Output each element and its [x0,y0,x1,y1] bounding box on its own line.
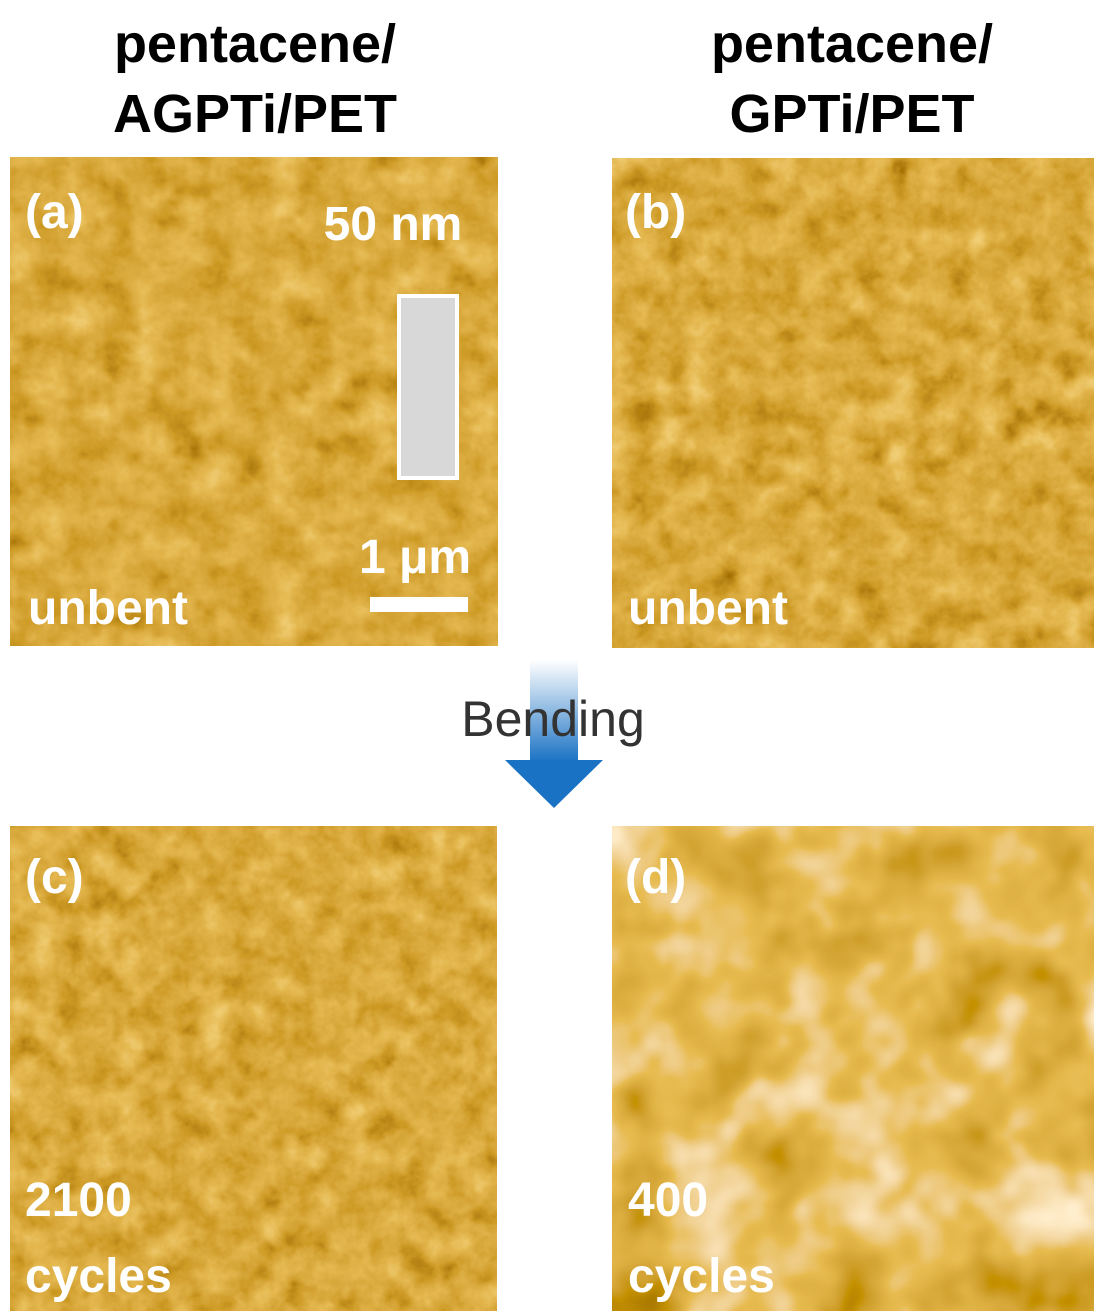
column-title: AGPTi/PET [113,84,397,144]
panel-label: (c) [25,851,84,904]
panel-label: (a) [25,186,84,239]
panel-label: (d) [625,851,686,904]
height-scale-label: 50 nm [324,198,463,251]
panel-condition: unbent [28,582,188,635]
column-title: GPTi/PET [729,84,974,144]
column-title: pentacene/ [114,14,396,74]
panel-label: (b) [625,186,686,239]
panel-condition: cycles [628,1250,775,1303]
figure: 50 nm 1 μm Bending pentacene/AGPTi/PET pe… [0,0,1094,1311]
column-title: pentacene/ [711,14,993,74]
panel-condition: 2100 [25,1174,132,1227]
panel-condition: cycles [25,1250,172,1303]
length-scale-bar [370,597,468,612]
color-scale-bar [399,296,457,478]
process-label: Bending [461,691,645,747]
panel-condition: 400 [628,1174,708,1227]
arrow-head [505,760,603,808]
length-scale-label: 1 μm [359,531,471,584]
panel-condition: unbent [628,582,788,635]
